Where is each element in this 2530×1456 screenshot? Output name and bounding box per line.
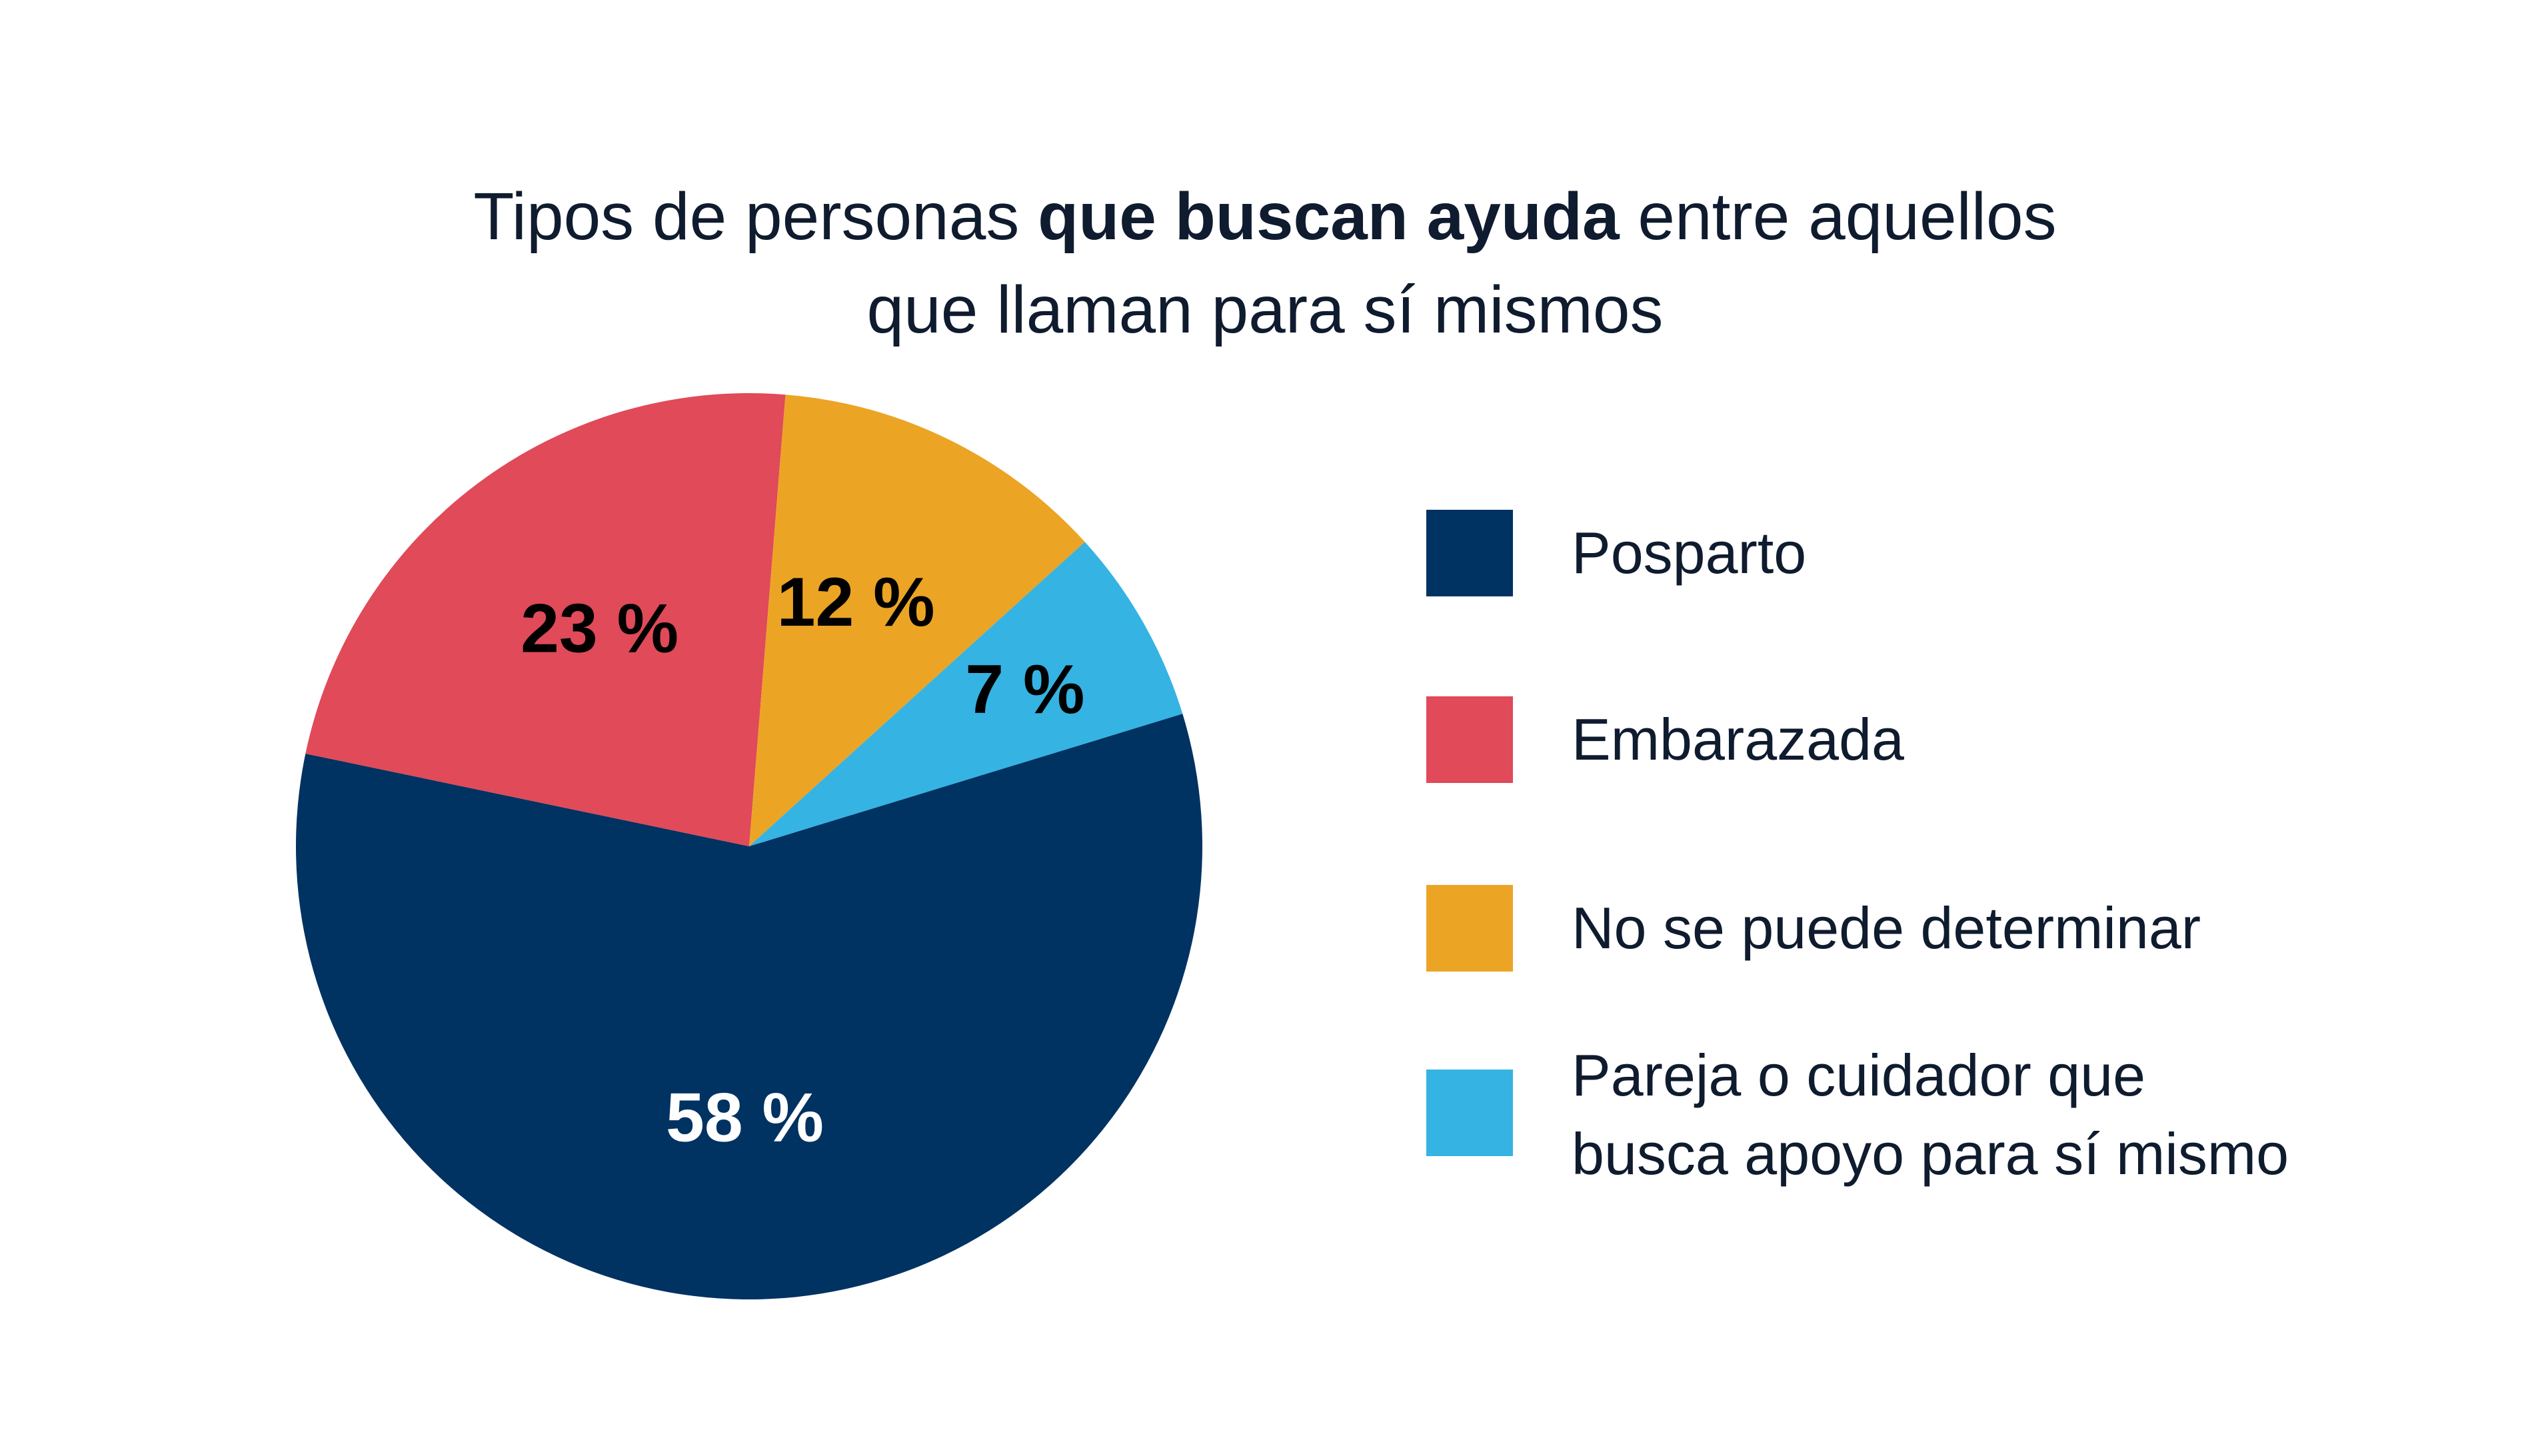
legend-label: Posparto xyxy=(1572,520,1807,586)
legend-label: No se puede determinar xyxy=(1572,895,2201,961)
pie-slice xyxy=(749,542,1183,846)
chart-title-line-1: Tipos de personas que buscan ayuda entre… xyxy=(0,183,2530,250)
legend-swatch xyxy=(1426,1070,1513,1156)
legend-swatch xyxy=(1426,510,1513,596)
chart-title-prefix: Tipos de personas xyxy=(473,179,1038,254)
pie-slice xyxy=(749,394,1085,846)
pie-slice xyxy=(305,392,786,846)
pie-slice-label: 58 % xyxy=(666,1080,824,1157)
pie-slice-label: 12 % xyxy=(777,564,935,641)
chart-title-line-2: que llaman para sí mismos xyxy=(866,273,1664,347)
legend-label: Pareja o cuidador que busca apoyo para s… xyxy=(1572,1042,2289,1187)
legend-swatch xyxy=(1426,885,1513,972)
chart-title-suffix: entre aquellos xyxy=(1619,179,2057,254)
pie-slice-label: 7 % xyxy=(965,651,1084,728)
pie-slice-label: 23 % xyxy=(521,590,678,667)
pie-slice xyxy=(296,714,1202,1299)
chart-title-bold: que buscan ayuda xyxy=(1038,179,1620,254)
legend-label: Embarazada xyxy=(1572,706,1904,772)
legend-swatch xyxy=(1426,696,1513,783)
